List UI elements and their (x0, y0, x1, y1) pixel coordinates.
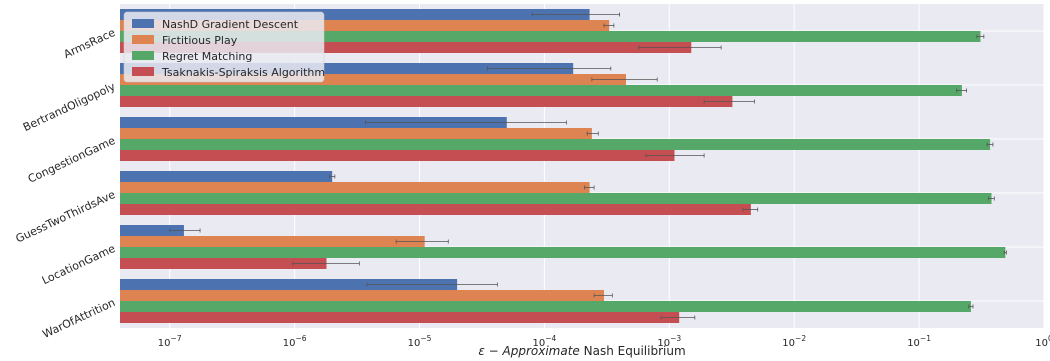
x-tick-base: 10 (1035, 338, 1048, 349)
x-tick-base: 10 (533, 338, 546, 349)
bar (120, 171, 333, 182)
x-tick-exponent: −5 (420, 334, 431, 343)
x-axis-title-italic: ε − Approximate (478, 344, 579, 358)
legend-box (123, 11, 325, 83)
x-tick-exponent: −1 (920, 334, 931, 343)
bar (120, 193, 992, 204)
bar (120, 182, 590, 193)
x-tick-base: 10 (408, 338, 421, 349)
bar (120, 225, 184, 236)
category-label: CongestionGame (26, 134, 118, 186)
x-tick-base: 10 (657, 338, 670, 349)
category-label: ArmsRace (62, 26, 118, 61)
x-tick-exponent: −3 (670, 334, 681, 343)
x-tick-label: 100 (1035, 334, 1050, 349)
bar (120, 301, 971, 312)
x-tick-label: 10−3 (657, 334, 681, 349)
x-tick-base: 10 (283, 338, 296, 349)
bar (120, 279, 458, 290)
bar (120, 128, 592, 139)
x-tick-labels: 10−710−610−510−410−310−210−1100 (158, 334, 1050, 349)
bar (120, 20, 610, 31)
bar (120, 290, 604, 301)
bars (120, 9, 1006, 323)
x-tick-base: 10 (158, 338, 171, 349)
x-tick-exponent: −6 (295, 334, 306, 343)
bar (120, 150, 675, 161)
bar (120, 42, 692, 53)
bar (120, 9, 590, 20)
bar (120, 312, 680, 323)
bar (120, 247, 1006, 258)
x-tick-exponent: −2 (795, 334, 806, 343)
x-tick-exponent: −4 (545, 334, 556, 343)
x-axis-title: ε − Approximate Nash Equilibrium (478, 344, 685, 358)
legend-swatch (132, 19, 154, 28)
bar (120, 258, 327, 269)
category-label: LocationGame (40, 242, 118, 287)
x-tick-label: 10−6 (283, 334, 307, 349)
bar (120, 96, 733, 107)
x-tick-base: 10 (907, 338, 920, 349)
x-tick-exponent: −7 (171, 334, 182, 343)
category-label: GuessTwoThirdsAve (14, 188, 118, 246)
category-label: WarOfAttrition (41, 296, 118, 341)
x-tick-label: 10−1 (907, 334, 931, 349)
category-label: BertrandOligopoly (21, 80, 118, 134)
bar (120, 31, 981, 42)
bar (120, 139, 991, 150)
x-tick-label: 10−2 (782, 334, 806, 349)
bar (120, 63, 574, 74)
legend-swatch (132, 51, 154, 60)
bar (120, 236, 425, 247)
error-bars (169, 12, 1007, 320)
bar (120, 117, 507, 128)
legend-swatch (132, 35, 154, 44)
bar (120, 74, 626, 85)
x-tick-label: 10−4 (533, 334, 557, 349)
x-tick-base: 10 (782, 338, 795, 349)
legend-label[interactable]: Fictitious Play (162, 34, 238, 47)
legend-label[interactable]: NashD Gradient Descent (162, 18, 299, 31)
x-tick-label: 10−7 (158, 334, 182, 349)
bar (120, 85, 962, 96)
bar (120, 204, 751, 215)
legend[interactable]: NashD Gradient Descent Fictitious Play Reg… (123, 11, 325, 83)
x-tick-exponent: 0 (1048, 334, 1050, 343)
x-axis-title-plain: Nash Equilibrium (584, 344, 686, 358)
legend-label[interactable]: Regret Matching (162, 50, 252, 63)
legend-label[interactable]: Tsaknakis-Spiraksis Algorithm (161, 66, 325, 79)
category-labels: ArmsRace BertrandOligopolyCongestionGameG… (14, 26, 118, 341)
legend-swatch (132, 67, 154, 76)
x-tick-label: 10−5 (408, 334, 432, 349)
